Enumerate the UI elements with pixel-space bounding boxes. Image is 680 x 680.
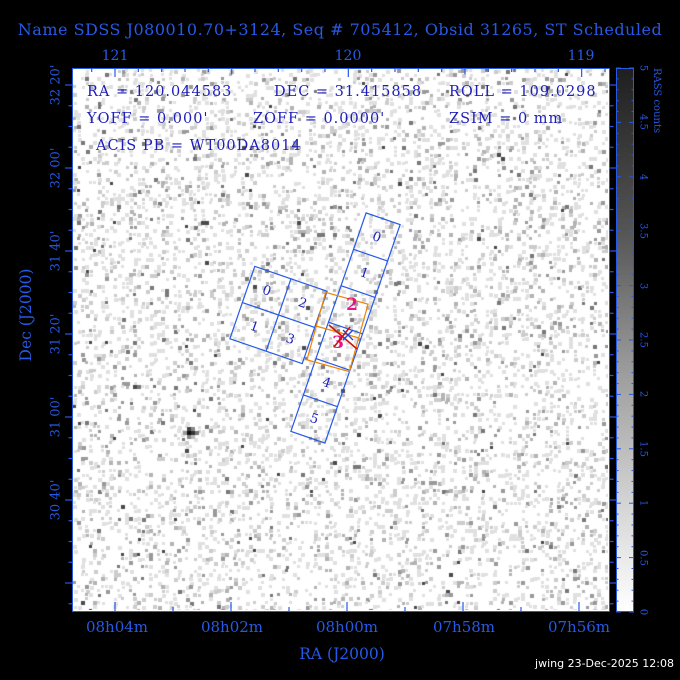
acis-s-array: 0 1 4 5 xyxy=(290,212,401,444)
acis-i-chip-label: 1 xyxy=(248,319,261,336)
acis-i-chip-label: 0 xyxy=(260,283,273,300)
roll-value: ROLL = 109.0298 xyxy=(449,84,597,100)
ra-tick-label: 07h56m xyxy=(547,618,611,636)
zsim-value: ZSIM = 0 mm xyxy=(449,111,564,127)
top-tick-label: 120 xyxy=(334,48,362,64)
user-timestamp: jwing 23-Dec-2025 12:08 xyxy=(535,657,674,670)
ra-value: RA = 120.044583 xyxy=(87,84,233,100)
zoff-value: ZOFF = 0.0000' xyxy=(253,111,386,127)
acis-s-chip-label: 0 xyxy=(370,229,383,246)
acis-s-chip-label: 1 xyxy=(358,265,371,282)
ra-tick-label: 07h58m xyxy=(432,618,496,636)
selected-chip-label: 2 xyxy=(346,295,358,315)
ra-tick-label: 08h02m xyxy=(200,618,264,636)
observation-title: Name SDSS J080010.70+3124, Seq # 705412,… xyxy=(17,20,663,39)
acis-i-chip-label: 3 xyxy=(284,331,297,348)
top-tick-label: 121 xyxy=(101,48,129,64)
ra-axis-title: RA (J2000) xyxy=(299,645,385,663)
ra-tick-label: 08h00m xyxy=(315,618,379,636)
dec-value: DEC = 31.415858 xyxy=(274,84,423,100)
yoff-value: YOFF = 0.000' xyxy=(87,111,209,127)
acis-i-chip-label: 2 xyxy=(296,295,309,312)
acis-s-chip-label: 4 xyxy=(320,375,333,392)
target-x-marker xyxy=(342,329,354,341)
ra-tick-label: 08h04m xyxy=(85,618,149,636)
acis-s-chip-label: 5 xyxy=(308,411,321,428)
top-tick-label: 119 xyxy=(567,48,595,64)
acis-pb-value: ACIS PB = WT00DA8014 xyxy=(96,138,302,154)
acis-i-array: 0 2 1 3 xyxy=(229,265,328,365)
aimpoint-x-marker xyxy=(333,326,351,348)
